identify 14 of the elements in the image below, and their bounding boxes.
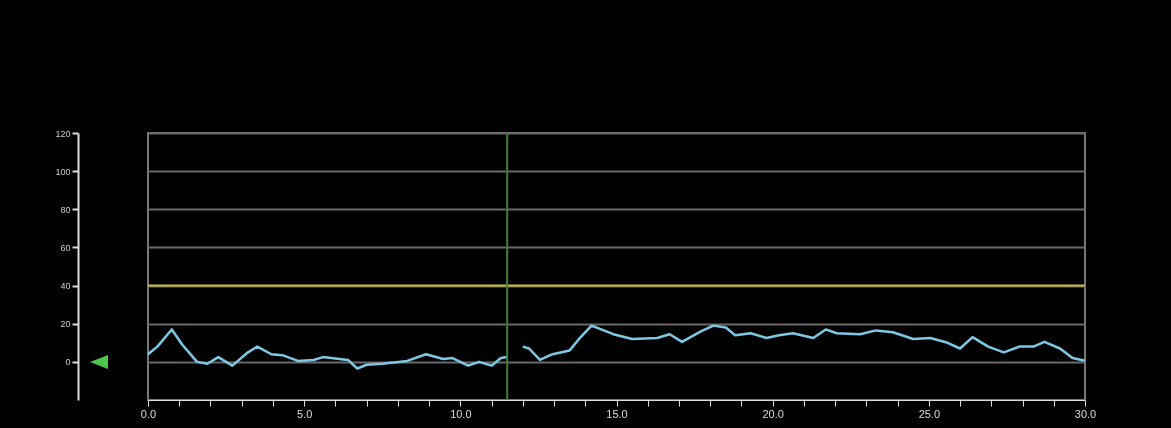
x-tick-label: 10.0	[450, 407, 472, 420]
y-tick-label: 20	[60, 319, 71, 330]
y-tick-label: 100	[55, 166, 71, 177]
x-tick-label: 25.0	[918, 407, 941, 420]
y-tick-label: 40	[60, 281, 71, 292]
x-tick-label: 5.0	[297, 407, 313, 420]
x-tick-label: 0.0	[140, 407, 157, 420]
y-tick-label: 120	[55, 128, 71, 139]
x-tick-label: 15.0	[606, 407, 628, 420]
y-tick-label: 60	[60, 242, 71, 253]
y-tick-label: 0	[65, 357, 71, 368]
x-tick-label: 20.0	[762, 407, 784, 420]
y-tick-label: 80	[60, 204, 71, 215]
x-tick-label: 30.0	[1074, 407, 1097, 420]
